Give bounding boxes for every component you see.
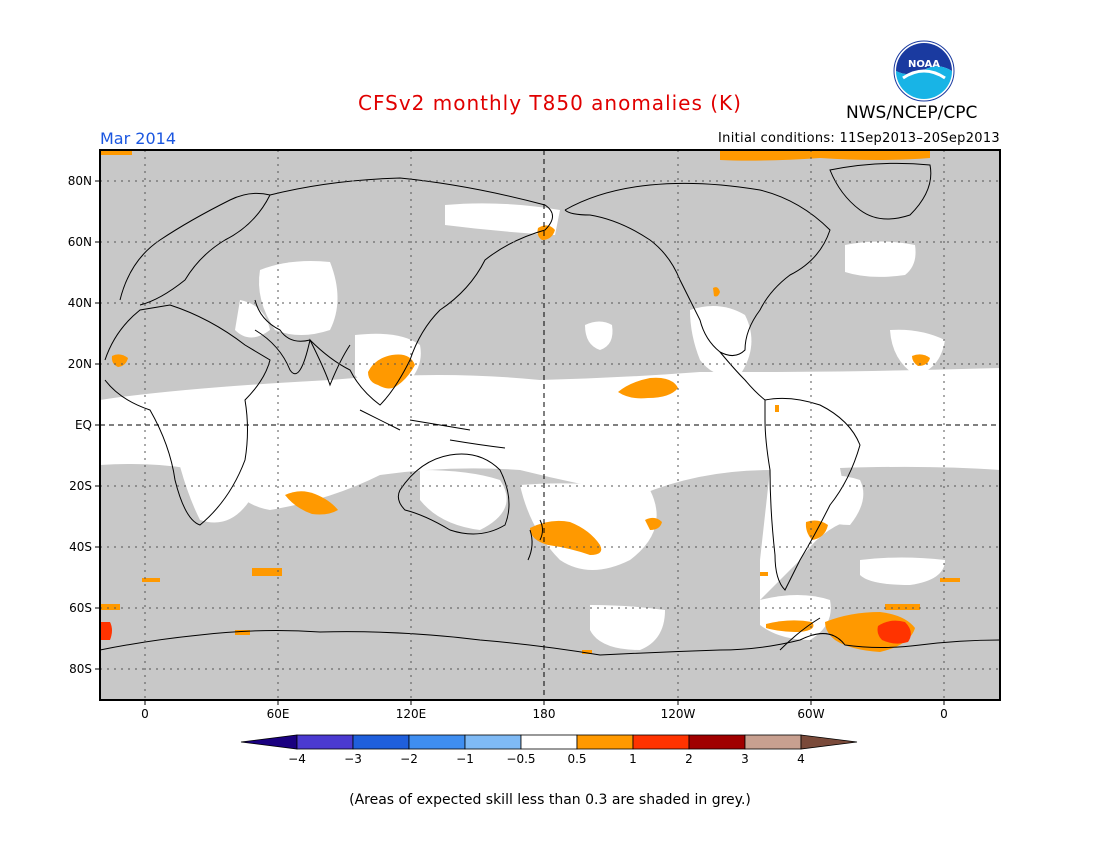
colorbar-segment [688, 734, 746, 750]
longitude-labels: 0 60E 120E 180 120W 60W 0 [141, 707, 948, 721]
colorbar-segment [240, 734, 298, 750]
colorbar-label: −4 [288, 752, 306, 766]
coastlines [100, 162, 1000, 656]
warm-anomaly-1-to-2 [100, 620, 911, 644]
lat-label: EQ [75, 418, 92, 432]
lat-label: 40N [68, 296, 92, 310]
noaa-logo-text: NOAA [908, 59, 940, 70]
colorbar-segment [632, 734, 690, 750]
lat-label: 20N [68, 357, 92, 371]
colorbar-segment [800, 734, 858, 750]
lon-label: 180 [533, 707, 556, 721]
colorbar-segment [464, 734, 522, 750]
chart-title: CFSv2 monthly T850 anomalies (K) [358, 91, 742, 115]
lon-label: 0 [141, 707, 149, 721]
colorbar-label: −2 [400, 752, 418, 766]
noaa-logo-icon: NOAA [893, 40, 955, 102]
lon-label: 60W [797, 707, 824, 721]
lat-label: 60S [69, 601, 92, 615]
axis-ticks [95, 180, 945, 705]
colorbar-label: −0.5 [506, 752, 535, 766]
lat-label: 60N [68, 235, 92, 249]
colorbar-label: 1 [629, 752, 637, 766]
latitude-labels: 80N 60N 40N 20N EQ 20S 40S 60S 80S [68, 174, 92, 676]
near-normal-regions [100, 203, 1000, 650]
target-month-label: Mar 2014 [100, 129, 176, 148]
equator-dateline [100, 150, 1000, 700]
lat-label: 80N [68, 174, 92, 188]
lat-label: 20S [69, 479, 92, 493]
colorbar-label: 4 [797, 752, 805, 766]
lat-label: 40S [69, 540, 92, 554]
skill-footnote: (Areas of expected skill less than 0.3 a… [349, 792, 751, 808]
colorbar-segment [352, 734, 410, 750]
colorbar-label: 0.5 [567, 752, 586, 766]
colorbar-label: −1 [456, 752, 474, 766]
lon-label: 120E [396, 707, 427, 721]
colorbar-segment [296, 734, 354, 750]
lon-label: 120W [661, 707, 696, 721]
colorbar-label: −3 [344, 752, 362, 766]
initial-conditions-label: Initial conditions: 11Sep2013–20Sep2013 [718, 131, 1000, 146]
lon-label: 0 [940, 707, 948, 721]
colorbar-label: 2 [685, 752, 693, 766]
lon-label: 60E [267, 707, 290, 721]
colorbar-label: 3 [741, 752, 749, 766]
agency-label: NWS/NCEP/CPC [846, 103, 978, 123]
colorbar-segment [576, 734, 634, 750]
colorbar-segment [744, 734, 802, 750]
lat-label: 80S [69, 662, 92, 676]
colorbar: −4 −3 −2 −1 −0.5 0.5 1 2 3 4 [240, 734, 858, 766]
colorbar-segment [520, 734, 578, 750]
colorbar-segment [408, 734, 466, 750]
